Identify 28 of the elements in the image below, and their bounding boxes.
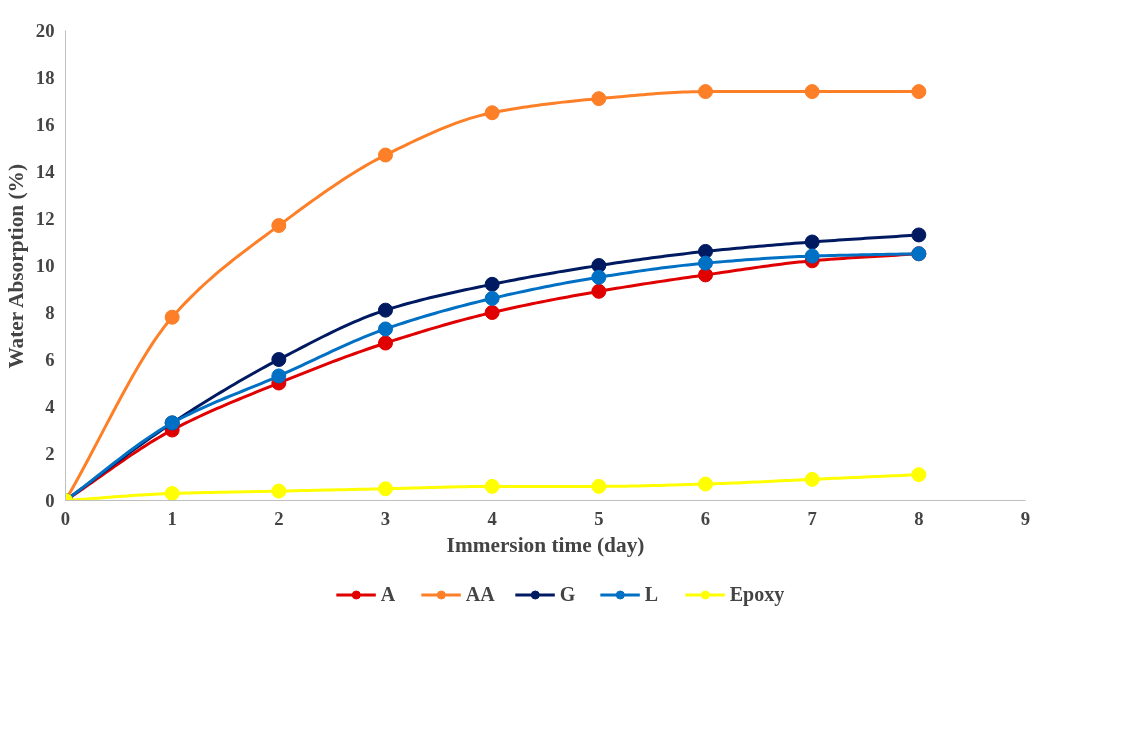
legend-label: AA	[465, 582, 495, 606]
y-tick-label: 2	[45, 443, 55, 464]
x-tick-label: 5	[594, 507, 604, 529]
x-tick-label: 1	[167, 507, 177, 529]
y-tick-label: 20	[35, 20, 55, 41]
x-tick-label: 7	[807, 507, 817, 529]
x-axis-title: Immersion time (day)	[446, 532, 645, 557]
y-tick-label: 0	[45, 490, 55, 511]
y-tick-label: 6	[45, 349, 55, 370]
x-tick-label: 2	[274, 507, 284, 529]
y-tick-label: 12	[35, 208, 55, 229]
x-tick-label: 8	[914, 507, 924, 529]
y-tick-label: 4	[45, 396, 55, 417]
legend-label: Epoxy	[729, 582, 785, 606]
y-tick-label: 8	[45, 302, 55, 323]
y-tick-label: 16	[35, 114, 55, 135]
x-tick-label: 9	[1020, 507, 1031, 529]
y-tick-label: 18	[35, 67, 55, 88]
x-tick-label: 6	[700, 507, 711, 529]
y-tick-label: 14	[35, 161, 55, 182]
y-axis-title: Water Absorption (%)	[3, 163, 28, 369]
x-tick-label: 4	[487, 507, 497, 529]
x-tick-label: 0	[60, 507, 71, 529]
x-tick-label: 3	[380, 507, 391, 529]
legend-label: G	[559, 582, 577, 606]
legend-label: A	[380, 582, 397, 606]
y-tick-label: 10	[35, 255, 55, 276]
legend-label: L	[644, 582, 660, 606]
